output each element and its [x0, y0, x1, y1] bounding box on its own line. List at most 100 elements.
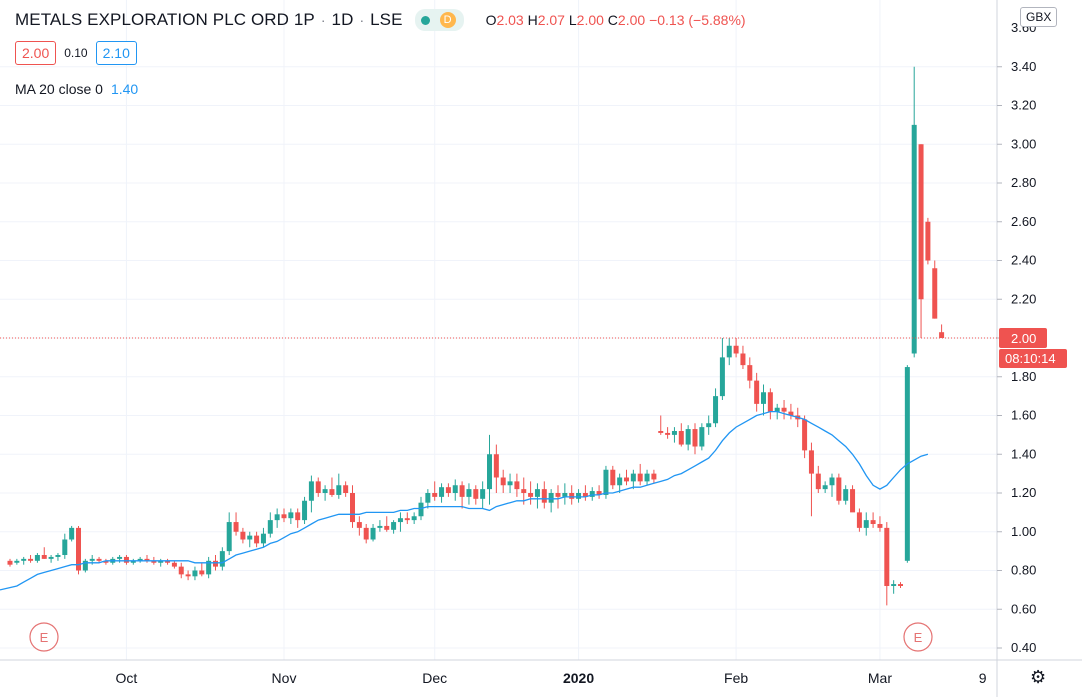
candle-body: [822, 485, 828, 490]
candle-body: [302, 500, 308, 521]
candle-down: [171, 560, 177, 569]
price-tick-label: 3.40: [1011, 59, 1036, 74]
candle-body: [274, 514, 280, 521]
earnings-marker-icon[interactable]: E: [903, 622, 933, 652]
candle-body: [219, 551, 225, 567]
candle-up: [158, 558, 164, 567]
interval-label[interactable]: 1D: [331, 10, 354, 29]
countdown-label: 08:10:14: [1005, 351, 1056, 366]
candle-down: [740, 345, 746, 369]
candle-body: [617, 477, 623, 486]
candle-body: [480, 489, 486, 499]
candle-up: [685, 425, 691, 451]
candle-up: [267, 512, 273, 538]
candle-up: [726, 338, 732, 366]
price-tick-label: 2.40: [1011, 253, 1036, 268]
candle-down: [754, 372, 760, 412]
separator: ·: [320, 12, 326, 28]
candle-body: [322, 489, 328, 493]
candle-down: [815, 465, 821, 493]
candle-down: [610, 465, 616, 490]
candle-body: [432, 493, 438, 497]
candle-body: [281, 514, 287, 519]
candle-up: [439, 483, 445, 503]
candle-body: [644, 473, 650, 482]
candle-body: [21, 558, 27, 561]
price-tick-label: 3.00: [1011, 136, 1036, 151]
candle-body: [96, 558, 102, 561]
candle-up: [48, 555, 54, 563]
candle-body: [178, 566, 184, 575]
candle-body: [726, 345, 732, 358]
candle-body: [171, 562, 177, 567]
candle-body: [891, 584, 897, 586]
candle-down: [808, 442, 814, 517]
candle-body: [343, 485, 349, 493]
ma-indicator-label[interactable]: MA 20 close 0: [15, 81, 103, 97]
bid-price-box[interactable]: 2.00: [15, 41, 57, 65]
candle-down: [404, 512, 410, 524]
candle-body: [596, 491, 602, 495]
candle-down: [781, 400, 787, 420]
candle-up: [843, 485, 849, 505]
candle-up: [322, 485, 328, 501]
bid-ask-row: 2.00 0.10 2.10: [15, 41, 137, 65]
candle-up: [308, 475, 314, 513]
candle-down: [767, 388, 773, 420]
gear-icon[interactable]: ⚙: [1030, 667, 1047, 687]
candle-down: [350, 485, 355, 528]
currency-label[interactable]: GBX: [1020, 7, 1058, 27]
candle-down: [802, 415, 808, 459]
candle-body: [329, 489, 335, 495]
candle-down: [28, 555, 34, 563]
candle-body: [719, 357, 725, 397]
candle-down: [76, 525, 81, 575]
candle-body: [754, 380, 760, 404]
candle-down: [514, 473, 520, 497]
candle-body: [55, 555, 61, 557]
candle-down: [493, 444, 499, 493]
ask-price-box[interactable]: 2.10: [95, 41, 137, 65]
candle-body: [439, 487, 445, 497]
candle-up: [699, 423, 705, 451]
candle-body: [123, 556, 129, 563]
candle-up: [466, 483, 472, 505]
candle-down: [528, 481, 534, 505]
candle-body: [671, 431, 677, 435]
ma-indicator-value: 1.40: [110, 81, 139, 97]
chart-grid: [0, 0, 997, 660]
symbol-name[interactable]: METALS EXPLORATION PLC ORD 1P: [15, 10, 315, 29]
candle-down: [473, 485, 479, 505]
candle-body: [48, 556, 54, 559]
candle-down: [123, 555, 129, 565]
market-status-badge[interactable]: D: [414, 9, 464, 31]
candle-up: [34, 553, 40, 563]
candle-up: [452, 479, 458, 501]
candle-body: [418, 502, 424, 517]
candle-down: [870, 512, 876, 528]
candle-down: [240, 527, 246, 544]
candle-down: [877, 516, 883, 532]
candle-body: [699, 427, 705, 447]
candle-body: [267, 520, 273, 534]
candle-body: [685, 429, 691, 445]
earnings-marker-icon[interactable]: E: [29, 622, 59, 652]
candle-down: [569, 485, 575, 505]
candle-up: [589, 487, 595, 501]
candle-body: [76, 527, 81, 571]
candle-body: [493, 454, 499, 478]
candle-down: [582, 485, 588, 501]
time-tick-label: Mar: [868, 670, 892, 686]
indicator-legend[interactable]: MA 20 close 0 1.40: [15, 81, 138, 97]
candle-down: [541, 481, 547, 509]
price-tick-label: 2.60: [1011, 214, 1036, 229]
close-value: 2.00: [617, 12, 646, 28]
candle-body: [925, 221, 931, 261]
candle-up: [260, 527, 266, 548]
candle-up: [829, 473, 835, 497]
candle-up: [534, 483, 540, 509]
delayed-data-icon: D: [439, 12, 456, 28]
candle-body: [521, 489, 527, 493]
candle-up: [706, 415, 712, 435]
